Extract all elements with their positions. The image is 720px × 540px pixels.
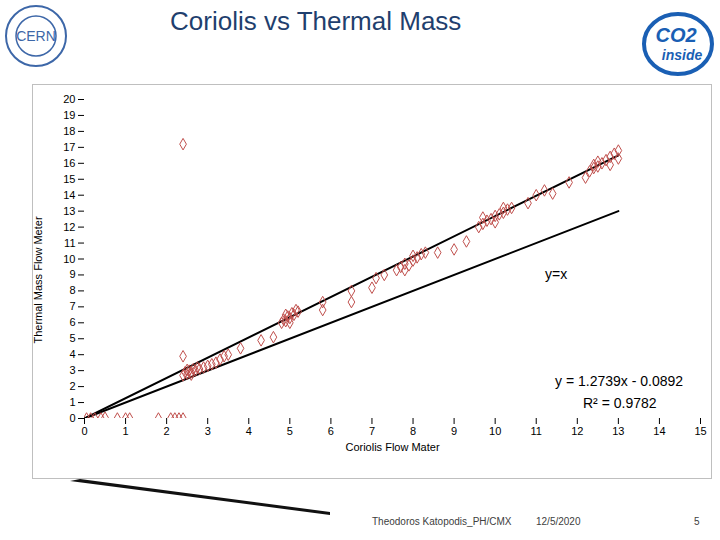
svg-text:15: 15 [63,173,75,185]
svg-text:8: 8 [69,284,75,296]
svg-text:17: 17 [63,141,75,153]
svg-text:7: 7 [69,300,75,312]
svg-text:CERN: CERN [16,28,56,44]
html-text:12/5/2020: 12/5/2020 [536,516,581,527]
html-text:R² = 0.9782: R² = 0.9782 [583,395,657,411]
html-text:Theodoros Katopodis_PH/CMX: Theodoros Katopodis_PH/CMX [372,516,512,527]
svg-text:5: 5 [287,425,293,437]
svg-text:2: 2 [69,380,75,392]
svg-text:19: 19 [63,109,75,121]
svg-text:3: 3 [205,425,211,437]
html-text:5: 5 [694,516,700,527]
svg-text:10: 10 [63,253,75,265]
svg-text:11: 11 [531,425,542,437]
svg-text:4: 4 [69,348,75,360]
svg-text:6: 6 [328,425,334,437]
svg-text:13: 13 [612,425,624,437]
svg-text:0: 0 [81,425,87,437]
svg-text:9: 9 [69,268,75,280]
svg-text:2: 2 [164,425,170,437]
svg-text:20: 20 [63,93,75,105]
svg-text:15: 15 [694,425,706,437]
svg-text:inside: inside [662,47,703,63]
svg-text:13: 13 [63,205,75,217]
svg-text:12: 12 [571,425,583,437]
svg-text:7: 7 [369,425,375,437]
html-text:y=x: y=x [545,266,568,282]
svg-text:1: 1 [123,425,129,437]
svg-text:11: 11 [64,237,75,249]
svg-text:4: 4 [246,425,252,437]
svg-text:Coriolis Flow Mater: Coriolis Flow Mater [345,441,439,453]
svg-text:8: 8 [410,425,416,437]
svg-text:18: 18 [63,125,75,137]
svg-text:16: 16 [63,157,75,169]
svg-text:14: 14 [63,189,75,201]
svg-text:14: 14 [653,425,665,437]
svg-text:12: 12 [63,221,75,233]
svg-text:5: 5 [69,332,75,344]
html-text:Coriolis vs Thermal Mass: Coriolis vs Thermal Mass [170,6,462,36]
svg-text:CO2: CO2 [655,24,696,46]
svg-text:3: 3 [69,364,75,376]
html-text:Thermal Mass Flow Meter: Thermal Mass Flow Meter [32,216,44,344]
svg-text:6: 6 [69,316,75,328]
svg-text:10: 10 [489,425,501,437]
svg-text:1: 1 [69,396,75,408]
html-text:y = 1.2739x - 0.0892: y = 1.2739x - 0.0892 [555,373,683,389]
svg-text:0: 0 [69,412,75,424]
svg-text:9: 9 [451,425,457,437]
